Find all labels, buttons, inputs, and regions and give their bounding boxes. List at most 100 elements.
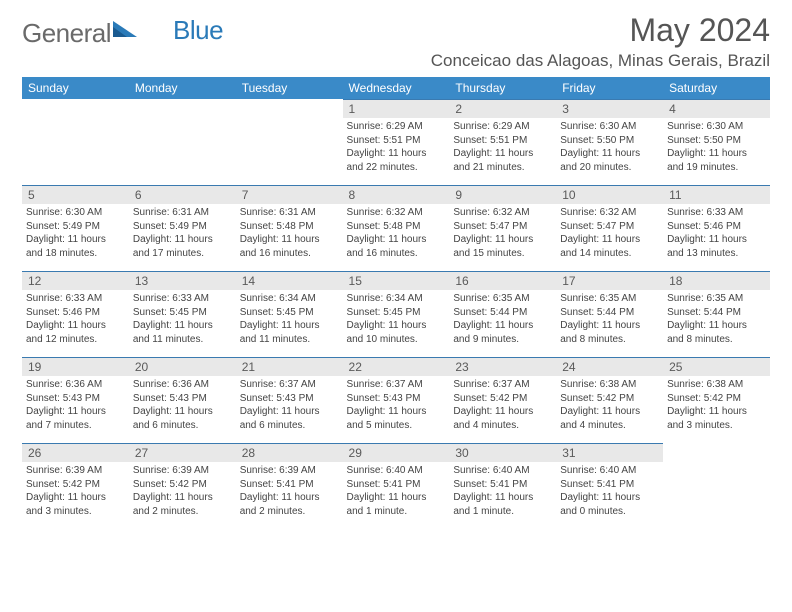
day-number: 31 bbox=[556, 443, 663, 462]
day-body: Sunrise: 6:30 AMSunset: 5:50 PMDaylight:… bbox=[663, 118, 770, 178]
day-cell: 12Sunrise: 6:33 AMSunset: 5:46 PMDayligh… bbox=[22, 271, 129, 357]
weekday-header-cell: Wednesday bbox=[343, 77, 450, 99]
day-cell: 15Sunrise: 6:34 AMSunset: 5:45 PMDayligh… bbox=[343, 271, 450, 357]
day-number: 2 bbox=[449, 99, 556, 118]
week-row: 5Sunrise: 6:30 AMSunset: 5:49 PMDaylight… bbox=[22, 185, 770, 271]
title-block: May 2024 Conceicao das Alagoas, Minas Ge… bbox=[431, 12, 770, 71]
week-row: 19Sunrise: 6:36 AMSunset: 5:43 PMDayligh… bbox=[22, 357, 770, 443]
day-number: 22 bbox=[343, 357, 450, 376]
day-number: 30 bbox=[449, 443, 556, 462]
logo-flag-icon bbox=[113, 19, 139, 44]
day-body: Sunrise: 6:34 AMSunset: 5:45 PMDaylight:… bbox=[236, 290, 343, 350]
day-body: Sunrise: 6:36 AMSunset: 5:43 PMDaylight:… bbox=[22, 376, 129, 436]
day-number: 15 bbox=[343, 271, 450, 290]
weekday-header-cell: Saturday bbox=[663, 77, 770, 99]
day-cell: 18Sunrise: 6:35 AMSunset: 5:44 PMDayligh… bbox=[663, 271, 770, 357]
day-body: Sunrise: 6:30 AMSunset: 5:50 PMDaylight:… bbox=[556, 118, 663, 178]
weekday-header-cell: Sunday bbox=[22, 77, 129, 99]
day-cell: 24Sunrise: 6:38 AMSunset: 5:42 PMDayligh… bbox=[556, 357, 663, 443]
weekday-header-cell: Monday bbox=[129, 77, 236, 99]
day-body: Sunrise: 6:33 AMSunset: 5:46 PMDaylight:… bbox=[663, 204, 770, 264]
day-number: 23 bbox=[449, 357, 556, 376]
day-cell: 10Sunrise: 6:32 AMSunset: 5:47 PMDayligh… bbox=[556, 185, 663, 271]
week-row: 26Sunrise: 6:39 AMSunset: 5:42 PMDayligh… bbox=[22, 443, 770, 529]
day-cell: 21Sunrise: 6:37 AMSunset: 5:43 PMDayligh… bbox=[236, 357, 343, 443]
day-cell: 2Sunrise: 6:29 AMSunset: 5:51 PMDaylight… bbox=[449, 99, 556, 185]
day-number: 28 bbox=[236, 443, 343, 462]
day-number: 17 bbox=[556, 271, 663, 290]
day-cell: 29Sunrise: 6:40 AMSunset: 5:41 PMDayligh… bbox=[343, 443, 450, 529]
day-body: Sunrise: 6:35 AMSunset: 5:44 PMDaylight:… bbox=[663, 290, 770, 350]
day-body: Sunrise: 6:37 AMSunset: 5:42 PMDaylight:… bbox=[449, 376, 556, 436]
day-body: Sunrise: 6:39 AMSunset: 5:41 PMDaylight:… bbox=[236, 462, 343, 522]
calendar-table: SundayMondayTuesdayWednesdayThursdayFrid… bbox=[22, 77, 770, 529]
day-body: Sunrise: 6:40 AMSunset: 5:41 PMDaylight:… bbox=[449, 462, 556, 522]
weekday-header-cell: Tuesday bbox=[236, 77, 343, 99]
day-body: Sunrise: 6:30 AMSunset: 5:49 PMDaylight:… bbox=[22, 204, 129, 264]
logo: General Blue bbox=[22, 18, 223, 49]
logo-text-accent: Blue bbox=[173, 15, 223, 46]
day-cell bbox=[22, 99, 129, 185]
day-number: 16 bbox=[449, 271, 556, 290]
day-cell: 27Sunrise: 6:39 AMSunset: 5:42 PMDayligh… bbox=[129, 443, 236, 529]
day-body: Sunrise: 6:37 AMSunset: 5:43 PMDaylight:… bbox=[236, 376, 343, 436]
day-cell bbox=[236, 99, 343, 185]
day-number: 24 bbox=[556, 357, 663, 376]
day-number: 9 bbox=[449, 185, 556, 204]
day-cell: 7Sunrise: 6:31 AMSunset: 5:48 PMDaylight… bbox=[236, 185, 343, 271]
day-body: Sunrise: 6:40 AMSunset: 5:41 PMDaylight:… bbox=[556, 462, 663, 522]
day-cell: 19Sunrise: 6:36 AMSunset: 5:43 PMDayligh… bbox=[22, 357, 129, 443]
day-cell: 5Sunrise: 6:30 AMSunset: 5:49 PMDaylight… bbox=[22, 185, 129, 271]
day-number: 26 bbox=[22, 443, 129, 462]
day-number: 13 bbox=[129, 271, 236, 290]
day-cell: 28Sunrise: 6:39 AMSunset: 5:41 PMDayligh… bbox=[236, 443, 343, 529]
day-number: 7 bbox=[236, 185, 343, 204]
day-cell bbox=[663, 443, 770, 529]
day-number: 4 bbox=[663, 99, 770, 118]
day-body: Sunrise: 6:38 AMSunset: 5:42 PMDaylight:… bbox=[663, 376, 770, 436]
day-body: Sunrise: 6:38 AMSunset: 5:42 PMDaylight:… bbox=[556, 376, 663, 436]
day-number: 29 bbox=[343, 443, 450, 462]
week-row: 1Sunrise: 6:29 AMSunset: 5:51 PMDaylight… bbox=[22, 99, 770, 185]
day-body: Sunrise: 6:31 AMSunset: 5:48 PMDaylight:… bbox=[236, 204, 343, 264]
day-number: 8 bbox=[343, 185, 450, 204]
location: Conceicao das Alagoas, Minas Gerais, Bra… bbox=[431, 51, 770, 71]
logo-text-main: General bbox=[22, 18, 111, 49]
day-cell: 16Sunrise: 6:35 AMSunset: 5:44 PMDayligh… bbox=[449, 271, 556, 357]
day-cell: 30Sunrise: 6:40 AMSunset: 5:41 PMDayligh… bbox=[449, 443, 556, 529]
day-cell: 1Sunrise: 6:29 AMSunset: 5:51 PMDaylight… bbox=[343, 99, 450, 185]
day-number: 19 bbox=[22, 357, 129, 376]
day-number: 3 bbox=[556, 99, 663, 118]
day-body: Sunrise: 6:31 AMSunset: 5:49 PMDaylight:… bbox=[129, 204, 236, 264]
day-body: Sunrise: 6:33 AMSunset: 5:46 PMDaylight:… bbox=[22, 290, 129, 350]
day-number: 14 bbox=[236, 271, 343, 290]
day-body: Sunrise: 6:33 AMSunset: 5:45 PMDaylight:… bbox=[129, 290, 236, 350]
day-number: 10 bbox=[556, 185, 663, 204]
day-cell: 23Sunrise: 6:37 AMSunset: 5:42 PMDayligh… bbox=[449, 357, 556, 443]
weekday-header-row: SundayMondayTuesdayWednesdayThursdayFrid… bbox=[22, 77, 770, 99]
day-body: Sunrise: 6:35 AMSunset: 5:44 PMDaylight:… bbox=[449, 290, 556, 350]
month-title: May 2024 bbox=[431, 12, 770, 49]
day-number: 20 bbox=[129, 357, 236, 376]
day-number: 12 bbox=[22, 271, 129, 290]
day-number: 27 bbox=[129, 443, 236, 462]
day-body: Sunrise: 6:37 AMSunset: 5:43 PMDaylight:… bbox=[343, 376, 450, 436]
day-number: 25 bbox=[663, 357, 770, 376]
day-cell: 4Sunrise: 6:30 AMSunset: 5:50 PMDaylight… bbox=[663, 99, 770, 185]
day-cell: 14Sunrise: 6:34 AMSunset: 5:45 PMDayligh… bbox=[236, 271, 343, 357]
weekday-header-cell: Friday bbox=[556, 77, 663, 99]
day-body: Sunrise: 6:32 AMSunset: 5:47 PMDaylight:… bbox=[556, 204, 663, 264]
day-body: Sunrise: 6:35 AMSunset: 5:44 PMDaylight:… bbox=[556, 290, 663, 350]
day-cell: 8Sunrise: 6:32 AMSunset: 5:48 PMDaylight… bbox=[343, 185, 450, 271]
day-cell: 11Sunrise: 6:33 AMSunset: 5:46 PMDayligh… bbox=[663, 185, 770, 271]
day-number: 5 bbox=[22, 185, 129, 204]
day-body: Sunrise: 6:36 AMSunset: 5:43 PMDaylight:… bbox=[129, 376, 236, 436]
day-number: 18 bbox=[663, 271, 770, 290]
day-number: 21 bbox=[236, 357, 343, 376]
day-body: Sunrise: 6:32 AMSunset: 5:47 PMDaylight:… bbox=[449, 204, 556, 264]
day-cell: 20Sunrise: 6:36 AMSunset: 5:43 PMDayligh… bbox=[129, 357, 236, 443]
day-cell: 9Sunrise: 6:32 AMSunset: 5:47 PMDaylight… bbox=[449, 185, 556, 271]
day-cell: 6Sunrise: 6:31 AMSunset: 5:49 PMDaylight… bbox=[129, 185, 236, 271]
header: General Blue May 2024 Conceicao das Alag… bbox=[22, 12, 770, 71]
weekday-header-cell: Thursday bbox=[449, 77, 556, 99]
